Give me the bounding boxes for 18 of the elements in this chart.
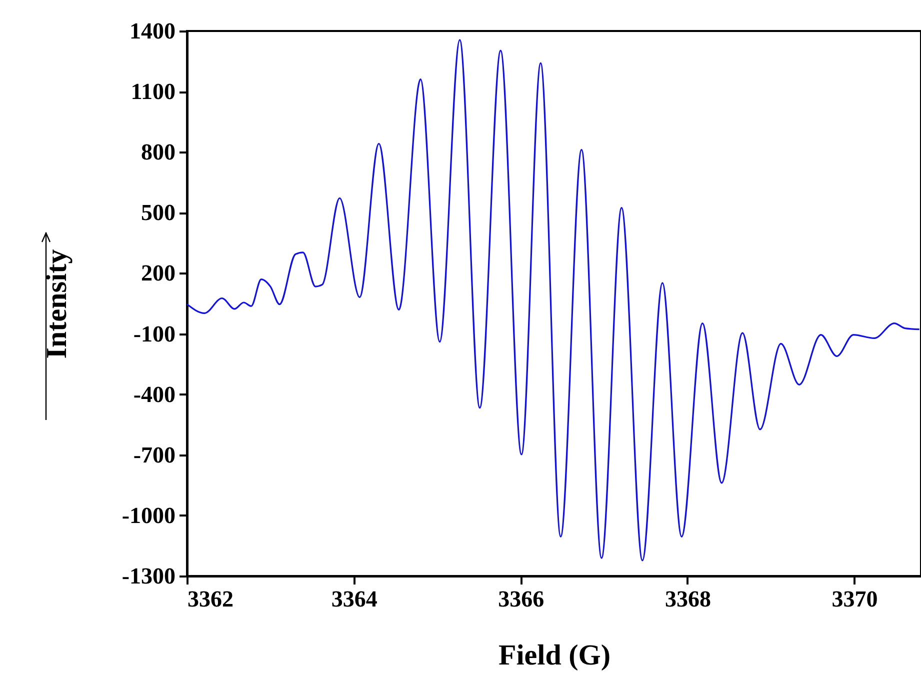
- y-tick-label: 800: [141, 140, 176, 165]
- y-tick-label: -100: [133, 321, 176, 346]
- x-tick-label: 3368: [664, 586, 711, 612]
- y-tick-label: 200: [141, 260, 176, 286]
- line-series: [187, 39, 920, 562]
- x-tick-label: 3370: [832, 586, 878, 612]
- y-tick-label: 1400: [130, 18, 176, 44]
- x-tick-label: 3366: [498, 586, 544, 612]
- y-tick-label: -700: [133, 442, 176, 468]
- y-axis-title: Intensity: [40, 248, 73, 359]
- y-tick-label: -1300: [122, 564, 176, 588]
- y-tick-label: 1100: [130, 79, 176, 104]
- x-tick-label: 3364: [331, 586, 378, 612]
- y-tick-label: 500: [141, 200, 176, 226]
- y-tick-label: -1000: [122, 502, 176, 528]
- x-tick-label: 3362: [188, 586, 234, 612]
- y-tick-label: -400: [133, 382, 176, 407]
- x-axis-title: Field (G): [498, 640, 610, 672]
